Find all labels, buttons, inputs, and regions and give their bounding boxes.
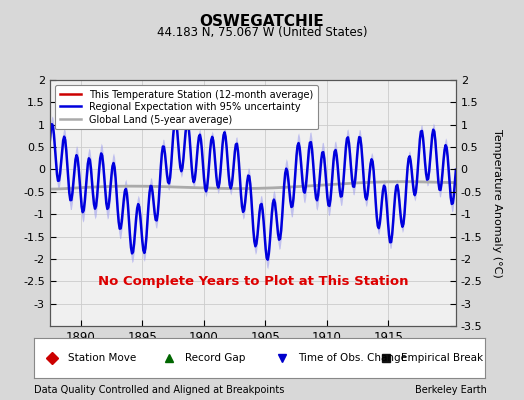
Text: Record Gap: Record Gap: [185, 353, 245, 363]
Text: No Complete Years to Plot at This Station: No Complete Years to Plot at This Statio…: [97, 275, 408, 288]
Text: Empirical Break: Empirical Break: [401, 353, 484, 363]
Text: 44.183 N, 75.067 W (United States): 44.183 N, 75.067 W (United States): [157, 26, 367, 39]
Y-axis label: Temperature Anomaly (°C): Temperature Anomaly (°C): [492, 129, 502, 277]
Text: Berkeley Earth: Berkeley Earth: [416, 385, 487, 395]
Text: Data Quality Controlled and Aligned at Breakpoints: Data Quality Controlled and Aligned at B…: [34, 385, 285, 395]
Text: OSWEGATCHIE: OSWEGATCHIE: [200, 14, 324, 29]
Text: Time of Obs. Change: Time of Obs. Change: [298, 353, 407, 363]
Text: Station Move: Station Move: [68, 353, 136, 363]
Legend: This Temperature Station (12-month average), Regional Expectation with 95% uncer: This Temperature Station (12-month avera…: [54, 85, 318, 130]
